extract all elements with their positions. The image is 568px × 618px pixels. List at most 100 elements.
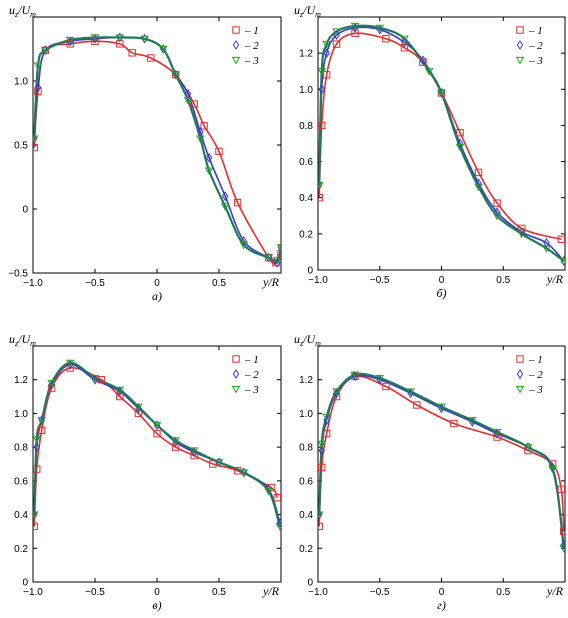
legend-label-2: – 2 <box>528 369 543 381</box>
series-3-point <box>275 523 281 531</box>
series-2-point <box>560 539 565 550</box>
series-1-point <box>332 40 341 48</box>
series-3-point <box>273 257 281 265</box>
series-1-point <box>91 37 99 46</box>
series-1-point <box>557 485 565 493</box>
series-1-point <box>382 34 390 43</box>
legend-label-1: – 1 <box>528 25 543 37</box>
series-2-line <box>33 36 281 265</box>
x-tick-label: 0.5 <box>212 587 226 598</box>
x-axis-label: y/R <box>262 584 280 598</box>
series-3-point <box>437 89 446 98</box>
series-2-point <box>419 55 427 66</box>
series-2-point <box>240 236 247 246</box>
y-tick-label: 0.6 <box>299 476 313 487</box>
legend-marker-2 <box>232 40 240 50</box>
series-3-point <box>350 371 360 380</box>
y-tick-label: 0 <box>307 266 313 277</box>
series-1-point <box>456 128 464 137</box>
series-3-point <box>559 545 565 553</box>
series-3-point <box>47 379 56 388</box>
series-1-point <box>33 522 38 531</box>
series-3-point <box>134 403 143 412</box>
y-tick-label: 1.2 <box>14 375 28 386</box>
legend: – 1 – 2 – 3 <box>231 25 259 67</box>
series-1-point <box>273 494 281 502</box>
series-2-point <box>475 178 482 189</box>
series-3-point <box>220 203 230 211</box>
series-3-point <box>548 465 557 474</box>
y-tick-label: 0 <box>307 578 313 589</box>
series-2-point <box>318 84 325 95</box>
series-3-point <box>468 417 477 425</box>
y-axis-label: uz/Um <box>9 332 36 348</box>
series-3-point <box>375 374 385 383</box>
series-1-point <box>400 44 409 52</box>
legend-marker-1 <box>232 26 240 34</box>
x-tick-label: −0.5 <box>85 587 105 598</box>
y-tick-label: 1.2 <box>299 375 313 386</box>
series-1-point <box>200 122 208 130</box>
series-2-point <box>277 242 281 253</box>
series-3-point <box>332 28 341 36</box>
legend-marker-3 <box>231 56 241 65</box>
series-2-point <box>33 442 40 453</box>
series-3-point <box>474 183 483 192</box>
x-tick-label: 0 <box>439 275 445 286</box>
plot-area <box>33 32 281 268</box>
series-3-point <box>318 511 324 519</box>
series-3-point <box>492 212 502 221</box>
legend-label-3: – 3 <box>528 384 543 396</box>
series-2-point <box>401 37 408 48</box>
plot-area <box>33 359 281 531</box>
series-1-point <box>153 429 161 438</box>
plot-frame <box>317 16 566 271</box>
series-3-point <box>158 45 168 54</box>
series-3-point <box>140 35 149 44</box>
series-2-point <box>543 237 550 248</box>
series-1-point <box>548 460 557 468</box>
series-2-line <box>318 26 565 262</box>
series-3-point <box>189 447 199 455</box>
series-3-point <box>264 487 273 496</box>
x-tick-label: 0.5 <box>496 587 510 598</box>
series-2-point <box>34 82 42 93</box>
series-2-point <box>333 30 340 40</box>
series-3-point <box>90 374 100 383</box>
y-tick-label: 1.0 <box>14 77 28 88</box>
series-3-point <box>171 437 180 445</box>
series-3-point <box>33 135 39 144</box>
series-3-point <box>214 459 224 467</box>
series-1-line <box>33 40 281 266</box>
legend-marker-1 <box>232 355 240 363</box>
legend-label-1: – 1 <box>244 25 259 37</box>
series-3-point <box>559 257 565 266</box>
series-3-point <box>318 440 326 449</box>
y-tick-label: 1.0 <box>14 409 28 420</box>
series-1-point <box>66 364 74 372</box>
x-axis-label: y/R <box>262 275 280 289</box>
x-tick-label: −0.5 <box>85 278 105 289</box>
legend-label-3: – 3 <box>528 55 543 67</box>
series-2-point <box>518 227 525 237</box>
series-3-point <box>406 388 415 396</box>
series-3-point <box>239 469 249 477</box>
y-tick-label: 0.5 <box>14 141 28 152</box>
series-3-point <box>204 167 214 176</box>
series-1-point <box>215 147 223 156</box>
legend: – 1 – 2 – 3 <box>515 25 543 67</box>
y-tick-label: 1.0 <box>299 409 313 420</box>
series-1-point <box>322 429 331 438</box>
series-3-point <box>196 135 205 144</box>
series-1-point <box>37 426 46 434</box>
series-3-point <box>33 511 39 519</box>
legend-label-2: – 2 <box>244 369 259 381</box>
y-tick-label: −0.5 <box>8 269 28 280</box>
series-3-point <box>322 41 331 49</box>
series-1-point <box>190 451 198 460</box>
panel-caption: г) <box>437 598 446 612</box>
series-3-point <box>37 417 46 425</box>
series-1-point <box>190 100 198 108</box>
plot-area <box>318 22 565 266</box>
